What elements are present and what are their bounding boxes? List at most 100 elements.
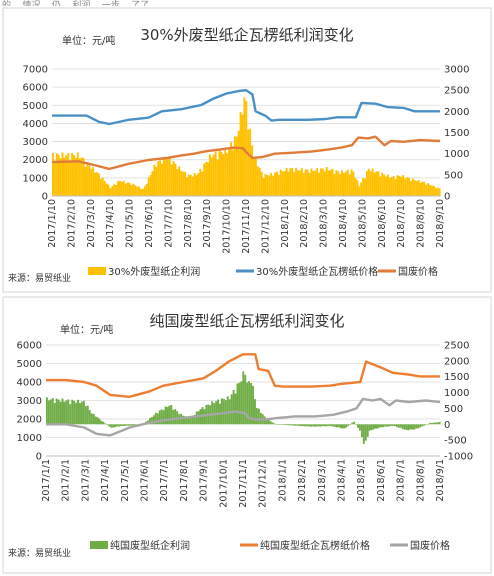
area-bar [271,422,274,425]
area-bar [131,424,134,426]
area-bar [366,424,369,437]
y-left-tick-label: 5000 [23,101,48,112]
area-bar [337,171,340,196]
legend-swatch [378,269,396,273]
area-bar [47,400,50,425]
area-bar [362,424,365,444]
area-bar [404,178,407,196]
legend-swatch [390,543,408,547]
x-tick-label: 2018/8/1 [415,459,426,502]
y-left-tick-label: 6000 [23,83,48,94]
area-bar [343,172,345,196]
area-bar [211,401,214,425]
area-bar [431,185,433,196]
area-bar [103,180,106,196]
area-bar [295,167,298,196]
area-bar [178,166,181,196]
area-bar [155,166,158,196]
area-bar [421,424,424,427]
area-bar [98,418,101,425]
x-tick-label: 2018/3/1 [317,459,328,502]
area-bar [197,173,200,196]
area-bar [399,424,402,428]
area-bar [304,169,307,196]
area-bar [245,101,248,196]
area-bar [390,424,393,426]
area-bar [302,424,305,427]
area-bar [302,172,305,196]
panel-2-source: 来源：易贸纸业 [8,547,71,559]
area-bar [316,168,319,196]
area-bar [189,174,192,196]
x-tick-label: 2018/6/1 [376,459,387,502]
x-tick-label: 2018/1/10 [280,199,291,248]
area-bar [381,172,384,196]
y-right-tick-label: -1000 [444,452,473,463]
area-bar [122,180,125,196]
area-bar [90,168,93,196]
x-tick-label: 2017/6/1 [140,459,151,502]
area-bar [341,170,343,196]
area-bar [297,170,299,196]
area-bar [327,424,330,426]
area-bar [222,154,225,196]
x-tick-label: 2017/8/10 [183,199,194,248]
area-bar [376,424,379,429]
area-bar [92,167,95,196]
area-bar [298,424,301,426]
legend-label: 30%外废型纸企瓦楞纸价格 [256,265,378,278]
area-bar [141,188,144,196]
area-bar [300,168,303,196]
area-bar [191,176,194,196]
area-bar [252,385,254,425]
y-right-tick-label: 1500 [444,372,469,383]
y-left-tick-label: 7000 [23,65,48,76]
area-bar [162,410,165,425]
area-bar [117,424,120,427]
area-bar [238,382,241,425]
area-bar [247,129,250,196]
area-bar [102,421,105,425]
area-bar [281,424,284,425]
area-bar [400,176,403,196]
x-tick-label: 2017/6/10 [144,199,155,248]
area-bar [193,173,196,196]
area-bar [149,175,152,196]
x-tick-label: 2017/7/10 [163,199,174,248]
area-bar [432,185,435,196]
area-bar [99,178,102,196]
area-bar [351,422,354,425]
area-bar [382,424,385,428]
area-bar [427,183,430,196]
panel-1-source: 来源：易贸纸业 [8,272,71,284]
area-bar [425,424,427,425]
area-bar [372,424,375,430]
area-bar [312,424,315,427]
y-right-tick-label: 1500 [444,128,469,139]
area-bar [126,182,129,196]
area-bar [423,181,426,196]
area-bar [214,151,217,196]
series-line-1 [46,353,440,398]
area-bar [411,178,414,196]
area-bar [180,170,183,196]
area-bar [164,406,167,425]
area-bar [251,145,254,196]
area-bar [52,152,54,196]
area-bar [320,424,323,427]
area-bar [130,185,133,196]
area-bar [120,181,123,196]
area-bar [350,169,353,196]
area-bar [138,186,141,196]
area-bar [347,424,350,426]
area-bar [187,418,190,425]
area-bar [428,423,431,425]
area-bar [161,163,164,196]
area-bar [199,168,202,196]
area-bar [67,153,70,196]
area-bar [355,424,358,425]
panel-2: 纯国废型纸企瓦楞纸利润变化 单位：元/吨 来源：易贸纸业 0 1000 2000 30… [8,312,473,559]
area-bar [216,159,219,196]
legend-swatch [240,543,258,547]
panel-1-unit: 单位：元/吨 [62,34,115,47]
